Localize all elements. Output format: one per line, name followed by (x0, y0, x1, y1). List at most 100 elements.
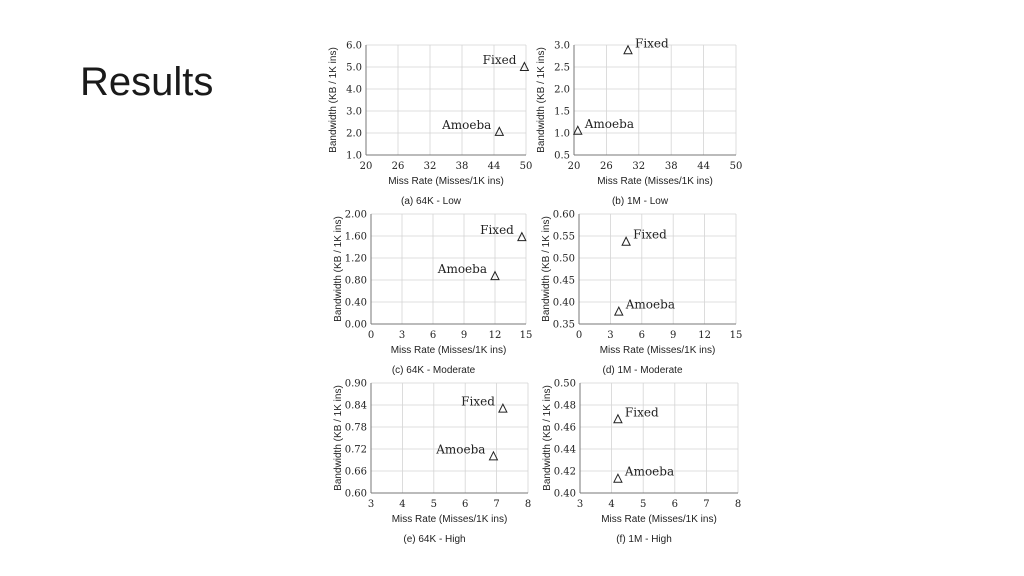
y-tick-label: 4.0 (346, 85, 362, 96)
y-tick-label: 0.48 (554, 401, 576, 412)
x-tick-label: 5 (431, 499, 437, 510)
x-tick-label: 44 (697, 161, 710, 172)
x-tick-label: 5 (640, 499, 646, 510)
chart-panel: 0.35 0.40 0.45 0.50 0.55 0.60 0 3 6 9 12 15 Miss Rat… (541, 210, 742, 377)
x-tick-label: 50 (520, 161, 533, 172)
y-tick-label: 3.0 (346, 107, 362, 118)
x-tick-label: 8 (735, 499, 741, 510)
chart-panel: 0.00 0.40 0.80 1.20 1.60 2.00 0 3 6 9 12 15 Miss Rat… (333, 210, 532, 377)
x-tick-label: 44 (488, 161, 501, 172)
y-tick-label: 0.46 (554, 423, 576, 434)
y-tick-label: 1.0 (346, 151, 362, 162)
y-tick-label: 0.44 (554, 445, 576, 456)
y-tick-label: 1.20 (345, 254, 367, 265)
y-tick-label: 0.42 (554, 467, 576, 478)
x-tick-label: 50 (730, 161, 743, 172)
y-tick-label: 0.5 (554, 151, 570, 162)
x-tick-label: 6 (672, 499, 678, 510)
y-tick-label: 0.00 (345, 320, 367, 331)
x-tick-label: 3 (368, 499, 374, 510)
x-tick-label: 38 (456, 161, 469, 172)
y-tick-label: 0.40 (553, 298, 575, 309)
x-tick-label: 26 (600, 161, 613, 172)
chart-panel: 0.60 0.66 0.72 0.78 0.84 0.90 3 4 5 6 7 8 Miss Rate … (333, 379, 531, 546)
y-axis-label: Bandwidth (KB / 1K ins) (333, 385, 344, 491)
x-tick-label: 3 (607, 330, 613, 341)
y-tick-label: 1.0 (554, 129, 570, 140)
y-tick-label: 0.66 (345, 467, 367, 478)
y-tick-label: 0.50 (554, 379, 576, 390)
y-tick-label: 0.90 (345, 379, 367, 390)
chart-caption: (a) 64K - Low (401, 196, 462, 207)
x-tick-label: 32 (424, 161, 437, 172)
y-tick-label: 3.0 (554, 41, 570, 52)
x-tick-label: 8 (525, 499, 531, 510)
y-tick-label: 0.50 (553, 254, 575, 265)
y-axis-label: Bandwidth (KB / 1K ins) (536, 47, 547, 153)
chart-caption: (d) 1M - Moderate (602, 365, 682, 376)
data-point-fixed (498, 403, 508, 413)
data-point-fixed (613, 413, 623, 424)
y-tick-label: 2.0 (346, 129, 362, 140)
x-axis-label: Miss Rate (Misses/1K ins) (600, 345, 716, 356)
chart-caption: (e) 64K - High (403, 534, 465, 545)
chart-panel: 0.40 0.42 0.44 0.46 0.48 0.50 3 4 5 6 7 8 Miss Rate … (542, 379, 741, 546)
y-tick-label: 0.78 (345, 423, 367, 434)
x-tick-label: 6 (639, 330, 645, 341)
y-tick-label: 0.35 (553, 320, 575, 331)
x-tick-label: 15 (520, 330, 533, 341)
y-tick-label: 0.84 (345, 401, 367, 412)
y-tick-label: 0.55 (553, 232, 575, 243)
x-axis-label: Miss Rate (Misses/1K ins) (392, 514, 508, 525)
x-tick-label: 6 (430, 330, 436, 341)
chart-caption: (c) 64K - Moderate (392, 365, 476, 376)
data-point-amoeba (494, 126, 505, 136)
x-tick-label: 9 (670, 330, 676, 341)
point-label-amoeba: Amoeba (625, 298, 675, 312)
data-point-amoeba (488, 450, 499, 461)
x-tick-label: 0 (576, 330, 582, 341)
data-point-fixed (623, 44, 633, 55)
point-label-amoeba: Amoeba (584, 117, 634, 131)
y-tick-label: 0.60 (553, 210, 575, 221)
x-tick-label: 4 (608, 499, 614, 510)
data-point-fixed (517, 231, 527, 242)
y-tick-label: 0.45 (553, 276, 575, 287)
x-tick-label: 12 (698, 330, 711, 341)
y-axis-label: Bandwidth (KB / 1K ins) (542, 385, 553, 491)
x-tick-label: 3 (577, 499, 583, 510)
y-tick-label: 2.00 (345, 210, 367, 221)
x-tick-label: 20 (360, 161, 373, 172)
x-tick-label: 7 (493, 499, 499, 510)
y-axis-label: Bandwidth (KB / 1K ins) (333, 216, 344, 322)
y-tick-label: 5.0 (346, 63, 362, 74)
data-point-amoeba (490, 270, 500, 281)
point-label-fixed: Fixed (625, 405, 659, 419)
point-label-fixed: Fixed (635, 36, 669, 50)
chart-caption: (b) 1M - Low (612, 196, 669, 207)
data-point-amoeba (613, 473, 623, 483)
y-tick-label: 0.60 (345, 489, 367, 500)
y-tick-label: 1.60 (345, 232, 367, 243)
x-tick-label: 4 (399, 499, 405, 510)
x-tick-label: 9 (461, 330, 467, 341)
x-axis-label: Miss Rate (Misses/1K ins) (391, 345, 507, 356)
x-axis-label: Miss Rate (Misses/1K ins) (597, 176, 713, 187)
x-tick-label: 20 (568, 161, 581, 172)
point-label-fixed: Fixed (483, 53, 517, 67)
x-axis-label: Miss Rate (Misses/1K ins) (601, 514, 717, 525)
y-tick-label: 0.80 (345, 276, 367, 287)
point-label-fixed: Fixed (480, 223, 514, 237)
x-tick-label: 6 (462, 499, 468, 510)
x-tick-label: 3 (399, 330, 405, 341)
point-label-fixed: Fixed (633, 228, 667, 242)
x-tick-label: 32 (632, 161, 645, 172)
point-label-amoeba: Amoeba (435, 442, 485, 456)
y-tick-label: 2.5 (554, 63, 570, 74)
x-tick-label: 26 (392, 161, 405, 172)
x-tick-label: 7 (703, 499, 709, 510)
point-label-amoeba: Amoeba (441, 118, 491, 132)
slide-title: Results (80, 60, 214, 104)
y-tick-label: 0.40 (345, 298, 367, 309)
